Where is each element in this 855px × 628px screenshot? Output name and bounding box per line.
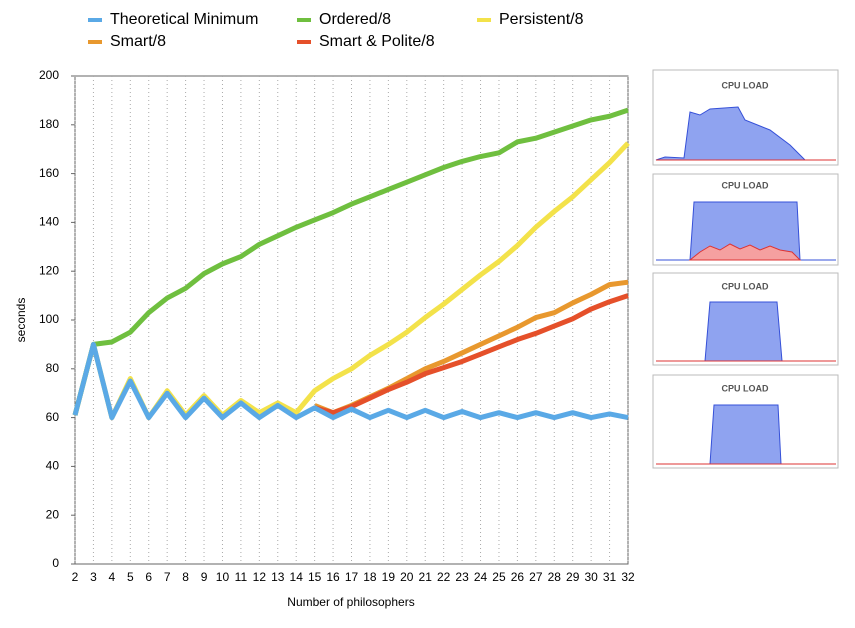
x-tick-label: 18 [363,570,377,584]
x-tick-label: 27 [529,570,543,584]
series-line [72,341,629,421]
x-tick-label: 13 [271,570,285,584]
legend-label: Smart & Polite/8 [319,33,435,50]
panel-title: CPU LOAD [722,80,770,90]
y-tick-label: 160 [39,166,59,180]
panel-title: CPU LOAD [722,383,770,393]
series-line [313,293,629,416]
series-line [313,279,629,416]
y-tick-label: 60 [46,410,60,424]
legend-label: Theoretical Minimum [110,11,258,28]
x-tick-label: 22 [437,570,451,584]
y-tick-label: 180 [39,117,59,131]
x-tick-label: 17 [345,570,359,584]
x-tick-label: 29 [566,570,580,584]
cpu-panel: CPU LOAD [652,173,839,266]
x-tick-label: 19 [382,570,396,584]
x-tick-label: 11 [235,570,248,584]
y-tick-label: 0 [52,556,59,570]
x-tick-label: 20 [400,570,414,584]
x-tick-label: 31 [603,570,617,584]
y-tick-label: 100 [39,312,59,326]
x-tick-label: 3 [90,570,97,584]
y-tick-label: 40 [46,459,60,473]
y-tick-label: 120 [39,263,59,277]
x-tick-label: 9 [201,570,208,584]
x-tick-label: 21 [419,570,433,584]
x-tick-label: 23 [455,570,469,584]
cpu-panel: CPU LOAD [652,374,839,469]
legend-label: Ordered/8 [319,11,391,28]
x-tick-label: 15 [308,570,322,584]
legend-label: Smart/8 [110,33,166,50]
x-tick-label: 5 [127,570,134,584]
x-tick-label: 4 [109,570,116,584]
y-tick-label: 20 [46,507,60,521]
x-tick-label: 28 [548,570,562,584]
x-tick-label: 26 [511,570,525,584]
x-tick-label: 10 [216,570,230,584]
x-tick-label: 6 [145,570,152,584]
x-tick-label: 14 [290,570,304,584]
x-tick-label: 7 [164,570,171,584]
x-tick-label: 2 [72,570,79,584]
x-tick-label: 32 [621,570,635,584]
x-tick-label: 16 [326,570,340,584]
y-tick-label: 200 [39,68,59,82]
panel-title: CPU LOAD [722,281,770,291]
y-axis-label: seconds [14,298,28,343]
x-tick-label: 24 [474,570,488,584]
cpu-panels: CPU LOAD CPU LOAD CPU LOAD CPU LOAD [652,69,839,469]
series-line [72,107,629,416]
cpu-panel: CPU LOAD [652,272,839,366]
legend-label: Persistent/8 [499,11,584,28]
x-tick-label: 25 [492,570,506,584]
cpu-panel: CPU LOAD [652,69,839,166]
x-axis-label: Number of philosophers [287,595,414,609]
x-tick-label: 30 [584,570,598,584]
y-tick-label: 140 [39,215,59,229]
panel-title: CPU LOAD [722,180,770,190]
x-tick-label: 12 [253,570,267,584]
y-tick-label: 80 [46,361,60,375]
x-tick-label: 8 [182,570,189,584]
